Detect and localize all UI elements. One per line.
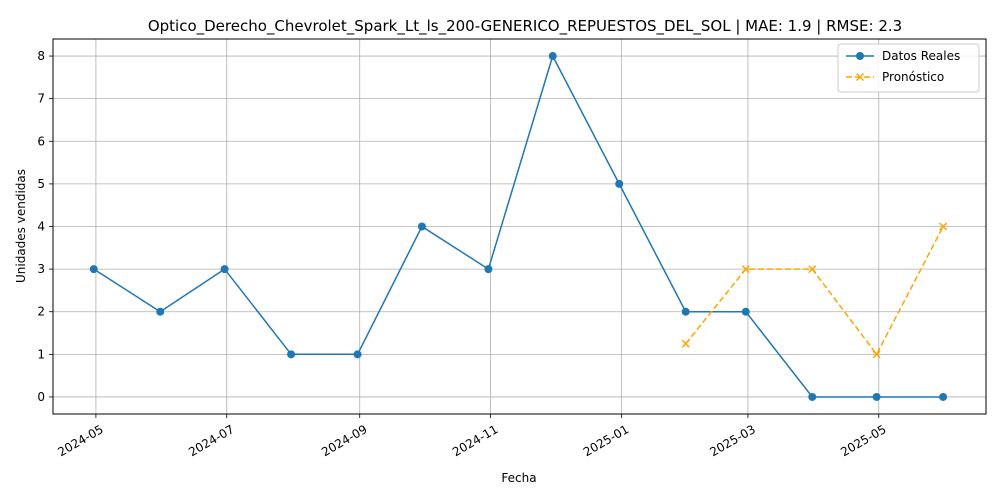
y-tick-label: 0 — [37, 390, 45, 404]
data-point-2 — [681, 339, 690, 348]
y-axis: 0 1 2 3 4 5 6 7 8 — [37, 49, 53, 404]
x-tick-label: 2025-03 — [707, 422, 757, 459]
data-point-2 — [808, 265, 817, 274]
x-marker-stroke — [808, 265, 817, 274]
x-axis: 2024-05 2024-07 2024-09 2024-11 2025-01 2025-… — [55, 414, 889, 459]
y-tick-label: 3 — [37, 262, 45, 276]
series-layer — [89, 52, 948, 401]
data-point-1 — [220, 265, 229, 274]
data-point-1 — [156, 307, 165, 316]
y-axis-label: Unidades vendidas — [14, 169, 28, 283]
data-point-2 — [939, 222, 948, 231]
x-axis-label: Fecha — [501, 471, 536, 485]
legend: Datos Reales Pronóstico — [837, 43, 980, 93]
x-marker-stroke — [855, 72, 865, 82]
data-point-1 — [615, 179, 624, 188]
series-line-2 — [685, 226, 944, 356]
x-tick-label: 2024-09 — [319, 422, 369, 459]
y-tick-label: 5 — [37, 177, 45, 191]
grid-lines — [53, 39, 986, 414]
y-tick-label: 8 — [37, 49, 45, 63]
data-point-1 — [89, 265, 98, 274]
x-tick-label: 2024-05 — [55, 422, 105, 459]
data-point-1 — [484, 265, 493, 274]
data-point-1 — [353, 350, 362, 359]
data-point-1 — [939, 392, 948, 401]
x-tick-label: 2025-01 — [581, 422, 631, 459]
x-marker-stroke — [939, 222, 948, 231]
x-marker-stroke — [681, 339, 690, 348]
x-marker-stroke — [872, 350, 881, 359]
series-line-1 — [93, 54, 944, 398]
data-point-1 — [548, 52, 557, 61]
data-point-1 — [287, 350, 296, 359]
data-point-2 — [872, 350, 881, 359]
x-tick-label: 2024-11 — [450, 422, 500, 459]
data-point-1 — [808, 392, 817, 401]
legend-label-2: Pronóstico — [882, 70, 944, 84]
data-point-1 — [741, 307, 750, 316]
chart-title: Optico_Derecho_Chevrolet_Spark_Lt_ls_200… — [148, 17, 902, 36]
data-point-1 — [417, 222, 426, 231]
y-tick-label: 2 — [37, 305, 45, 319]
y-tick-label: 6 — [37, 134, 45, 148]
data-point-2 — [741, 265, 750, 274]
y-tick-label: 7 — [37, 92, 45, 106]
legend-marker-1 — [856, 52, 864, 60]
y-tick-label: 4 — [37, 220, 45, 234]
y-tick-label: 1 — [37, 347, 45, 361]
data-point-1 — [872, 392, 881, 401]
x-marker-stroke — [741, 265, 750, 274]
x-tick-label: 2025-05 — [838, 422, 888, 459]
legend-label-1: Datos Reales — [882, 49, 960, 63]
legend-marker-2 — [855, 72, 865, 82]
x-tick-label: 2024-07 — [186, 422, 236, 459]
data-point-1 — [681, 307, 690, 316]
